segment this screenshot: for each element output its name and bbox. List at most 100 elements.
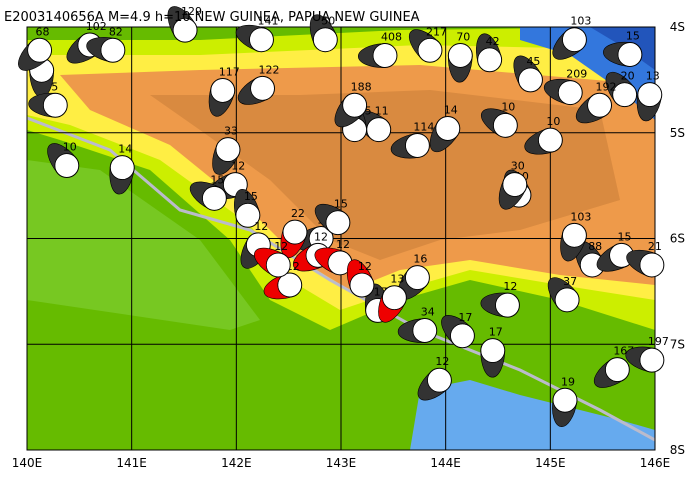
depth-label: 22 <box>291 207 305 220</box>
depth-label: 12 <box>358 260 372 273</box>
compressional-quadrant <box>547 277 577 308</box>
depth-label: 21 <box>648 240 662 253</box>
depth-label: 12 <box>503 280 517 293</box>
focal-mechanism <box>334 92 368 128</box>
compressional-quadrant <box>189 181 221 210</box>
compressional-quadrant <box>480 350 506 378</box>
depth-label: 15 <box>618 230 632 243</box>
compressional-quadrant <box>293 244 324 272</box>
compressional-quadrant <box>29 70 54 98</box>
compressional-quadrant <box>254 247 285 276</box>
depth-label: 408 <box>381 31 402 44</box>
compressional-quadrant <box>309 14 337 45</box>
lon-tick-label: 146E <box>640 456 671 470</box>
focal-mechanism <box>378 285 407 323</box>
depth-label: 188 <box>351 80 372 93</box>
focal-mechanism <box>480 292 520 318</box>
focal-mechanism <box>498 172 528 210</box>
focal-mechanism <box>109 155 135 195</box>
compressional-quadrant <box>234 189 260 219</box>
depth-label: 45 <box>526 55 540 68</box>
compressional-quadrant <box>28 92 57 118</box>
focal-mechanism <box>480 338 506 378</box>
depth-label: 68 <box>36 25 50 38</box>
depth-label: 17 <box>458 311 472 324</box>
depth-label: 33 <box>224 125 238 138</box>
depth-label: 30 <box>511 160 525 173</box>
compressional-quadrant <box>441 315 471 345</box>
depth-label: 117 <box>219 65 240 78</box>
compressional-quadrant <box>626 249 657 277</box>
depth-label: 12 <box>254 220 268 233</box>
focal-mechanism <box>28 92 68 118</box>
depth-label: 88 <box>588 240 602 253</box>
lat-tick-label: 7S <box>670 337 685 351</box>
depth-label: 42 <box>486 35 500 48</box>
compressional-quadrant <box>417 371 448 401</box>
focal-mechanism <box>593 357 630 388</box>
depth-label: 15 <box>210 173 224 186</box>
focal-mechanism <box>441 315 475 349</box>
lat-tick-label: 8S <box>670 443 685 457</box>
depth-label: 10 <box>501 100 515 113</box>
lon-tick-label: 141E <box>116 456 147 470</box>
depth-label: 15 <box>334 198 348 211</box>
focal-mechanism <box>358 43 398 69</box>
focal-mechanism <box>189 181 227 211</box>
compressional-quadrant <box>47 143 77 174</box>
focal-mechanism <box>543 78 583 106</box>
depth-label: 50 <box>321 15 335 28</box>
depth-label: 70 <box>456 31 470 44</box>
focal-mechanism <box>314 203 351 236</box>
lon-tick-label: 144E <box>430 456 461 470</box>
lon-tick-label: 142E <box>221 456 252 470</box>
focal-mechanism <box>447 43 473 83</box>
depth-label: 14 <box>118 143 132 156</box>
compressional-quadrant <box>212 144 240 175</box>
map-title: E2003140656A M=4.9 h=10 NEW GUINEA, PAPU… <box>4 10 420 25</box>
focal-mechanism <box>636 82 663 122</box>
compressional-quadrant <box>596 244 627 272</box>
compressional-quadrant <box>390 133 420 159</box>
compressional-quadrant <box>86 36 116 63</box>
focal-mechanism <box>167 6 198 43</box>
lat-tick-label: 5S <box>670 126 685 140</box>
focal-mechanism <box>47 143 80 179</box>
compressional-quadrant <box>552 398 578 427</box>
depth-label: 103 <box>570 210 591 223</box>
focal-mechanism <box>390 132 430 159</box>
focal-mechanism <box>547 277 580 313</box>
depth-label: 12 <box>314 230 328 243</box>
focal-mechanism <box>397 318 438 344</box>
focal-mechanism <box>524 127 563 155</box>
focal-mechanism <box>552 387 578 427</box>
compressional-quadrant <box>593 359 625 388</box>
compressional-quadrant <box>429 121 459 153</box>
depth-label: 12 <box>435 355 449 368</box>
focal-mechanism <box>417 367 452 401</box>
compressional-quadrant <box>378 292 406 323</box>
lat-tick-label: 6S <box>670 232 685 246</box>
compressional-quadrant <box>314 203 346 233</box>
compressional-quadrant <box>605 71 635 103</box>
compressional-quadrant <box>280 228 307 259</box>
compressional-quadrant <box>480 292 509 318</box>
depth-label: 114 <box>413 120 434 133</box>
lon-tick-label: 140E <box>12 456 43 470</box>
depth-label: 12 <box>336 238 350 251</box>
depth-label: 209 <box>566 68 587 81</box>
compressional-quadrant <box>397 318 426 343</box>
compressional-quadrant <box>481 108 512 137</box>
depth-label: 20 <box>621 70 635 83</box>
depth-label: 129 <box>181 5 202 18</box>
compressional-quadrant <box>208 87 235 117</box>
focal-mechanism <box>429 116 461 153</box>
focal-mechanism <box>575 92 613 124</box>
focal-mechanism <box>476 33 503 73</box>
depth-label: 12 <box>231 160 245 173</box>
focal-mechanism <box>18 37 53 71</box>
depth-label: 15 <box>626 29 640 42</box>
focal-mechanism <box>481 108 518 138</box>
compressional-quadrant <box>543 78 574 105</box>
